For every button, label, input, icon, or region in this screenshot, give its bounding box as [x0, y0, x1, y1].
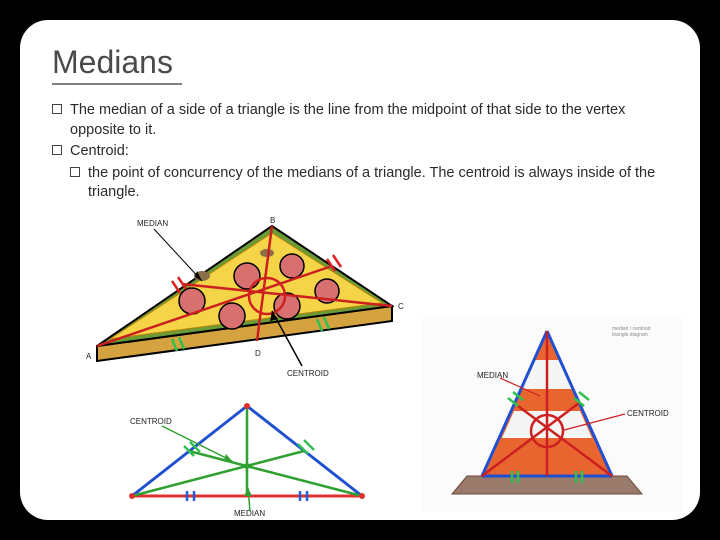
label-centroid-2: CENTROID	[130, 417, 172, 426]
bullet-list: The median of a side of a triangle is th…	[52, 101, 668, 203]
label-d: D	[255, 349, 261, 358]
bullet-box-icon	[52, 104, 62, 114]
cone-svg: MEDIAN CENTROID median / centroid triang…	[422, 316, 682, 511]
svg-text:triangle diagram: triangle diagram	[612, 332, 648, 338]
bullet-text-1: The median of a side of a triangle is th…	[70, 101, 668, 140]
label-a: A	[86, 352, 92, 361]
cone-figure: MEDIAN CENTROID median / centroid triang…	[422, 316, 682, 511]
pizza-figure: MEDIAN B C A D CENTROID	[82, 211, 412, 381]
pizza-svg: MEDIAN B C A D CENTROID	[82, 211, 412, 381]
label-b: B	[270, 216, 275, 225]
label-centroid: CENTROID	[287, 369, 329, 378]
figures-area: MEDIAN B C A D CENTROID	[52, 211, 668, 521]
triangle-svg: CENTROID MEDIAN	[122, 396, 372, 516]
label-c: C	[398, 302, 404, 311]
label-median-3: MEDIAN	[477, 371, 508, 380]
bullet-text-2-sub: the point of concurrency of the medians …	[88, 164, 668, 203]
label-median-2: MEDIAN	[234, 509, 265, 516]
label-median: MEDIAN	[137, 219, 168, 228]
triangle-figure: CENTROID MEDIAN	[122, 396, 372, 516]
slide-title: Medians	[52, 44, 668, 81]
bullet-text-2: Centroid:	[70, 142, 129, 162]
bullet-item-2-sub: the point of concurrency of the medians …	[70, 164, 668, 203]
label-centroid-3: CENTROID	[627, 409, 669, 418]
title-underline	[52, 83, 182, 85]
bullet-box-icon	[70, 167, 80, 177]
slide-card: Medians The median of a side of a triang…	[20, 20, 700, 520]
bullet-box-icon	[52, 145, 62, 155]
bullet-item-1: The median of a side of a triangle is th…	[52, 101, 668, 140]
bullet-item-2: Centroid:	[52, 142, 668, 162]
